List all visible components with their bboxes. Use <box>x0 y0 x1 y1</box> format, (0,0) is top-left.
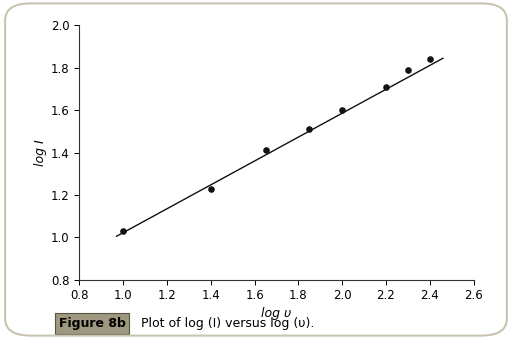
Text: Plot of log (I) versus log (υ).: Plot of log (I) versus log (υ). <box>141 317 314 330</box>
Text: Figure 8b: Figure 8b <box>59 317 125 330</box>
Point <box>119 228 127 234</box>
Point <box>404 67 412 73</box>
Point <box>207 186 215 191</box>
Point <box>338 107 346 113</box>
Point <box>305 126 313 132</box>
Point <box>382 84 390 89</box>
Point <box>425 57 434 62</box>
Y-axis label: log I: log I <box>34 139 47 166</box>
X-axis label: log υ: log υ <box>261 306 292 320</box>
Point <box>262 148 270 153</box>
